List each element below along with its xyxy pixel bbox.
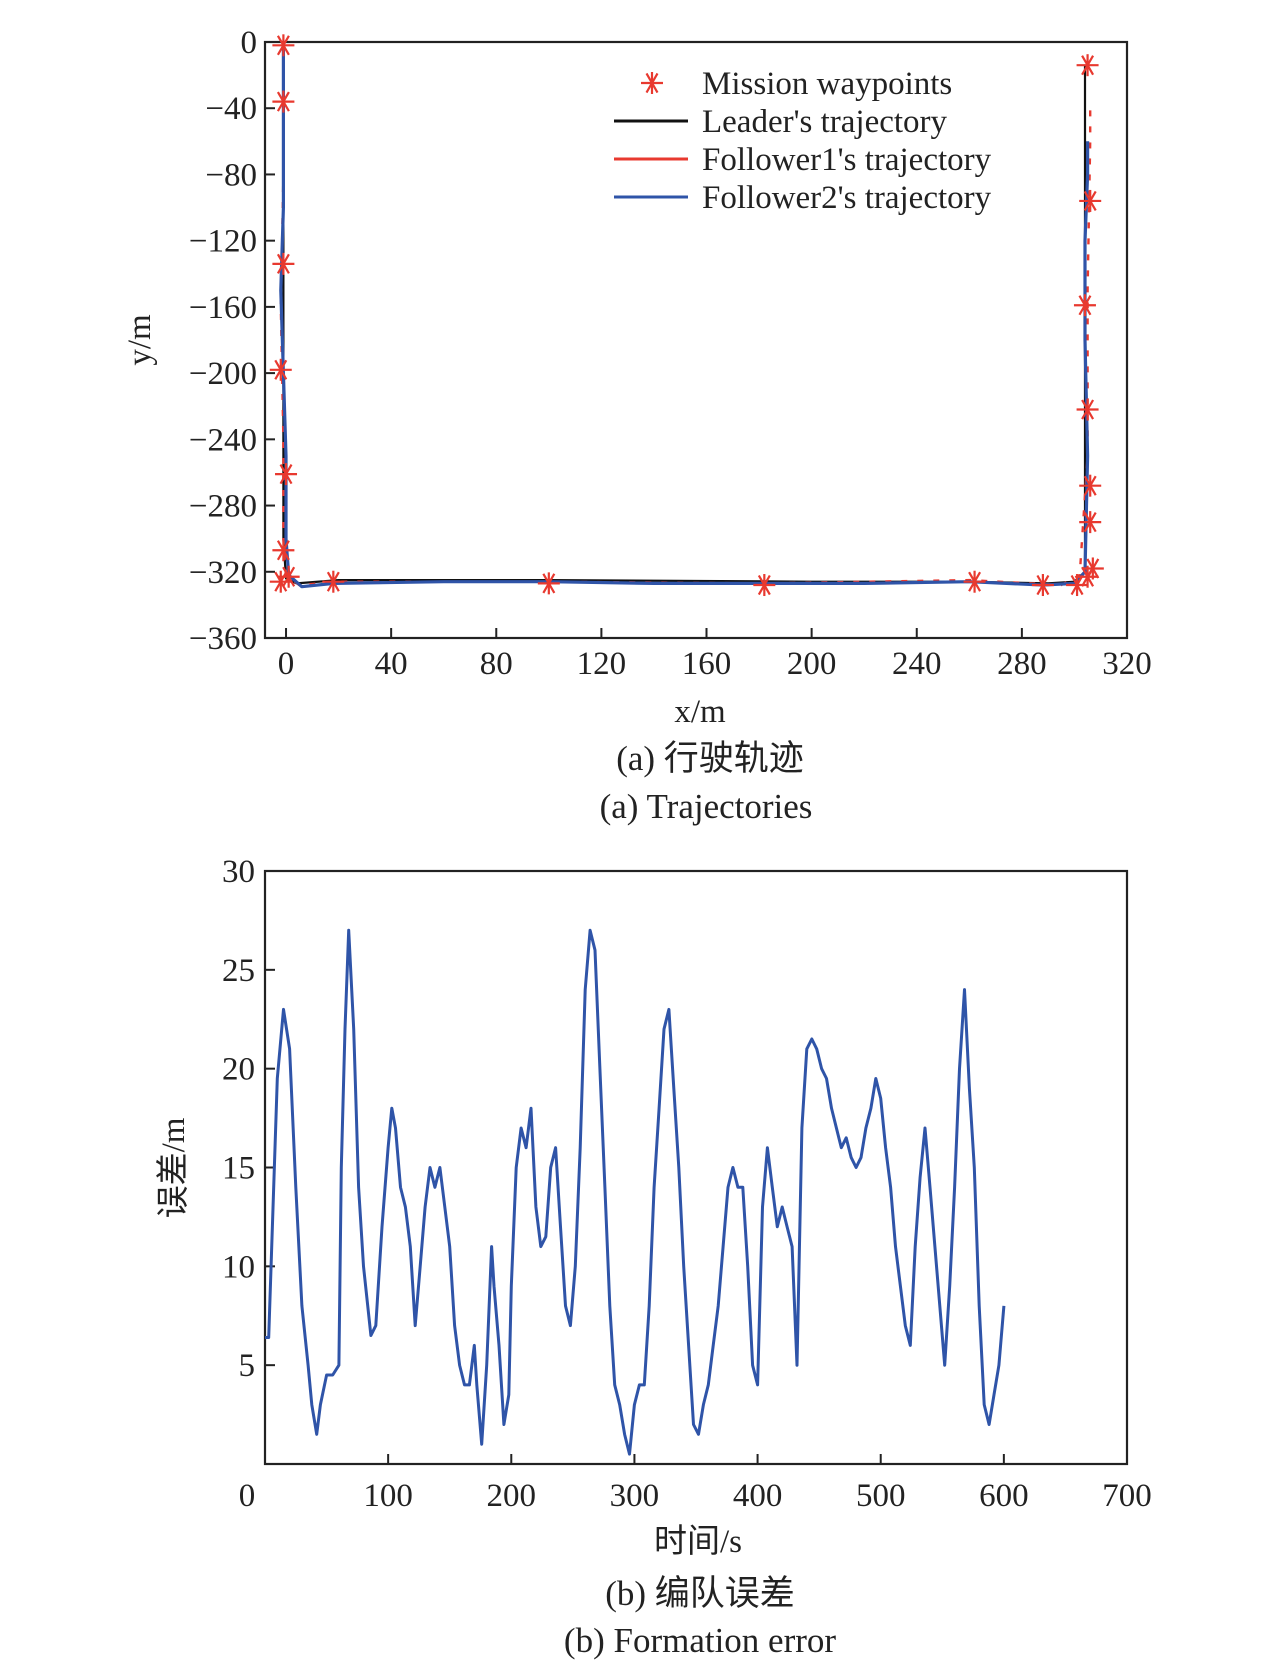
y-tick-label: −120 — [189, 224, 257, 260]
y-tick-label: −160 — [189, 290, 257, 326]
x-tick-label: 200 — [787, 646, 837, 682]
formation-error-line — [265, 928, 1006, 1456]
waypoint-marker — [1031, 574, 1054, 597]
error-series — [265, 928, 1006, 1456]
trajectory-tick-labels: 0 40 80 120 160 200 240 280 320 0 −40 −80 −120 −160 −2… — [189, 25, 1152, 682]
x-tick-label: 120 — [577, 646, 627, 682]
y-tick-label: 30 — [222, 854, 255, 890]
x-tick-label: 320 — [1102, 646, 1152, 682]
y-tick-label: −200 — [189, 356, 257, 392]
y-tick-label: 5 — [239, 1348, 256, 1384]
x-tick-label: 100 — [363, 1478, 413, 1514]
legend-label: Leader's trajectory — [702, 104, 948, 140]
waypoint-marker — [272, 252, 295, 275]
waypoint-marker — [537, 572, 560, 595]
waypoint-marker — [269, 570, 292, 593]
x-tick-label: 500 — [856, 1478, 906, 1514]
error-caption-en: (b) Formation error — [564, 1621, 836, 1660]
x-tick-label: 600 — [979, 1478, 1029, 1514]
y-tick-label: 0 — [241, 25, 258, 61]
x-tick-label: 700 — [1102, 1478, 1152, 1514]
x-tick-label: 280 — [997, 646, 1047, 682]
trajectory-ticks — [265, 41, 1128, 639]
x-tick-label: 40 — [375, 646, 408, 682]
trajectory-caption-cn: (a) 行驶轨迹 — [616, 739, 804, 778]
x-tick-label: 240 — [892, 646, 942, 682]
series-follower2-s-trajectory — [279, 42, 1090, 589]
waypoint-marker — [269, 358, 292, 381]
error-caption-cn: (b) 编队误差 — [605, 1574, 795, 1613]
trajectory-caption-en: (a) Trajectories — [600, 787, 813, 826]
error-x-axis-label: 时间/s — [654, 1524, 742, 1560]
y-tick-label: −240 — [189, 422, 257, 458]
error-y-axis-label: 误差/m — [155, 1117, 192, 1218]
y-tick-label: 10 — [222, 1249, 255, 1285]
trajectory-y-axis-label: y/m — [122, 314, 158, 366]
y-tick-label: −280 — [189, 489, 257, 525]
y-tick-label: 25 — [222, 953, 255, 989]
trajectory-x-axis-label: x/m — [674, 694, 726, 730]
y-tick-label: 15 — [222, 1151, 255, 1187]
waypoint-marker — [1079, 189, 1102, 212]
trajectory-plot-frame — [263, 40, 1129, 640]
trajectory-panel: 0 40 80 120 160 200 240 280 320 0 −40 −80 −120 −160 −2… — [122, 25, 1152, 826]
y-tick-label: 20 — [222, 1052, 255, 1088]
waypoint-marker — [1076, 54, 1099, 77]
x-tick-label: 300 — [610, 1478, 660, 1514]
error-ticks — [264, 870, 1128, 1464]
waypoint-marker — [272, 90, 295, 113]
series-follower1-s-trajectory — [279, 42, 1092, 587]
legend-label: Follower2's trajectory — [702, 180, 992, 216]
error-tick-labels: 0 100 200 300 400 500 600 700 5 10 15 20 25 30 — [222, 854, 1152, 1514]
waypoint-marker — [1079, 474, 1102, 497]
waypoint-marker — [1076, 398, 1099, 421]
legend-label: Mission waypoints — [702, 66, 952, 102]
formation-error-panel: 0 100 200 300 400 500 600 700 5 10 15 20 25 30 时间/s 误… — [155, 854, 1152, 1660]
legend-label: Follower1's trajectory — [702, 142, 992, 178]
y-tick-label: −360 — [189, 621, 257, 657]
y-tick-label: −320 — [189, 555, 257, 591]
waypoint-marker — [272, 539, 295, 562]
x-tick-label: 400 — [733, 1478, 783, 1514]
x-tick-label: 200 — [487, 1478, 537, 1514]
waypoint-marker — [963, 570, 986, 593]
x-tick-label: 0 — [239, 1478, 256, 1514]
y-tick-label: −80 — [205, 157, 257, 193]
waypoint-marker — [753, 574, 776, 597]
series-leader-s-trajectory — [282, 42, 1087, 585]
trajectory-series — [269, 34, 1104, 597]
x-tick-label: 160 — [682, 646, 732, 682]
waypoint-marker — [1073, 294, 1096, 317]
legend-waypoint-marker — [641, 72, 663, 94]
waypoint-marker — [272, 34, 295, 57]
x-tick-label: 0 — [278, 646, 295, 682]
waypoint-marker — [322, 570, 345, 593]
y-tick-label: −40 — [205, 91, 257, 127]
waypoint-marker — [1079, 511, 1102, 534]
x-tick-label: 80 — [480, 646, 513, 682]
waypoint-marker — [1081, 557, 1104, 580]
waypoint-marker — [275, 463, 298, 486]
